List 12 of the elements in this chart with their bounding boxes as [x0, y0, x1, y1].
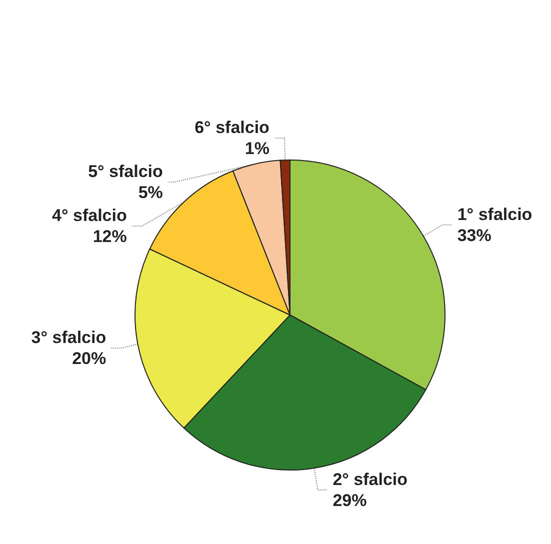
slice-label: 2° sfalcio	[332, 470, 408, 489]
data-label: 5%	[138, 183, 163, 202]
data-label: 20%	[72, 349, 106, 368]
data-label: 12%	[92, 227, 127, 246]
data-label: 29%	[332, 490, 367, 510]
slice-label: 3° sfalcio	[31, 328, 106, 348]
data-label: 1%	[244, 139, 270, 158]
slice-label: 4° sfalcio	[52, 206, 127, 226]
slice-label: 1° sfalcio	[457, 204, 532, 224]
slice-label: 6° sfalcio	[194, 118, 270, 138]
slice-label: 5° sfalcio	[88, 162, 163, 182]
data-label: 33%	[457, 226, 492, 245]
